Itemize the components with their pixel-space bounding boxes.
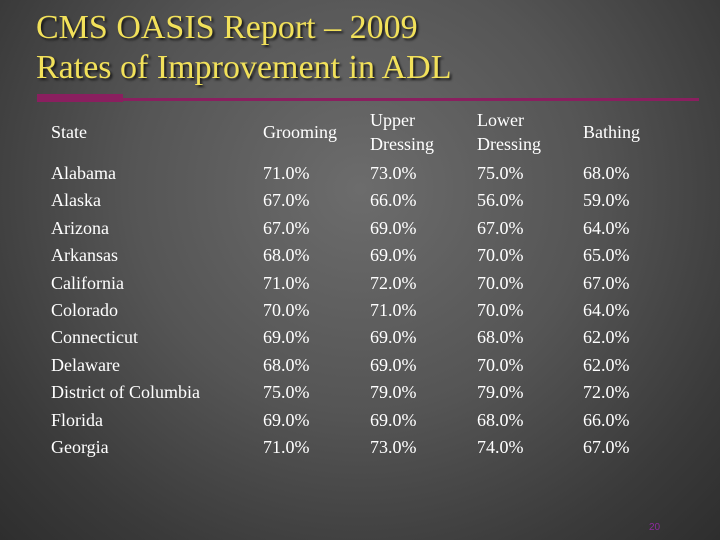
cell-lower-dressing: 67.0% — [477, 217, 524, 238]
table-row: Arizona 67.0% 69.0% 67.0% 64.0% — [46, 215, 668, 242]
cell-state: Connecticut — [51, 327, 138, 348]
cell-upper-dressing: 69.0% — [370, 245, 417, 266]
cell-upper-dressing: 69.0% — [370, 409, 417, 430]
cell-bathing: 62.0% — [583, 327, 630, 348]
cell-bathing: 67.0% — [583, 437, 630, 458]
cell-grooming: 71.0% — [263, 163, 310, 183]
table-row: Connecticut 69.0% 69.0% 68.0% 62.0% — [46, 324, 668, 351]
cell-state: Alabama — [51, 163, 116, 183]
cell-bathing: 62.0% — [583, 354, 630, 375]
cell-lower-dressing: 74.0% — [477, 437, 524, 458]
table-row: Colorado 70.0% 71.0% 70.0% 64.0% — [46, 297, 668, 324]
cell-grooming: 70.0% — [263, 300, 310, 321]
table-row: Arkansas 68.0% 69.0% 70.0% 65.0% — [46, 242, 668, 269]
header-upper-dressing: Upper Dressing — [370, 110, 434, 154]
cell-upper-dressing: 69.0% — [370, 327, 417, 348]
header-bathing: Bathing — [583, 122, 640, 142]
cell-lower-dressing: 79.0% — [477, 382, 524, 403]
table-header-row: State Grooming Upper Dressing Lower Dres… — [46, 106, 668, 158]
cell-bathing: 72.0% — [583, 382, 630, 403]
cell-grooming: 68.0% — [263, 245, 310, 266]
cell-state: Delaware — [51, 354, 120, 375]
table-row: Delaware 68.0% 69.0% 70.0% 62.0% — [46, 352, 668, 379]
cell-state: Georgia — [51, 437, 109, 458]
cell-lower-dressing: 75.0% — [477, 163, 524, 183]
cell-bathing: 67.0% — [583, 272, 630, 293]
table-row: California 71.0% 72.0% 70.0% 67.0% — [46, 270, 668, 297]
cell-bathing: 59.0% — [583, 190, 630, 211]
cell-bathing: 68.0% — [583, 163, 630, 183]
cell-grooming: 75.0% — [263, 382, 310, 403]
title-line-1: CMS OASIS Report – 2009 — [36, 9, 418, 46]
table-row: Georgia 71.0% 73.0% 74.0% 67.0% — [46, 434, 668, 461]
header-lower-dressing: Lower Dressing — [477, 110, 541, 154]
header-grooming: Grooming — [263, 122, 337, 142]
cell-state: Alaska — [51, 190, 101, 211]
cell-bathing: 65.0% — [583, 245, 630, 266]
cell-grooming: 69.0% — [263, 409, 310, 430]
cell-bathing: 64.0% — [583, 300, 630, 321]
cell-bathing: 64.0% — [583, 217, 630, 238]
cell-grooming: 71.0% — [263, 272, 310, 293]
page-number: 20 — [649, 522, 661, 533]
cell-state: Arkansas — [51, 245, 118, 266]
cell-upper-dressing: 73.0% — [370, 437, 417, 458]
cell-state: Colorado — [51, 300, 118, 321]
cell-upper-dressing: 79.0% — [370, 382, 417, 403]
cell-upper-dressing: 69.0% — [370, 217, 417, 238]
title-divider-bar — [37, 98, 699, 101]
cell-grooming: 67.0% — [263, 190, 310, 211]
cell-grooming: 68.0% — [263, 354, 310, 375]
cell-lower-dressing: 70.0% — [477, 272, 524, 293]
table-row: Florida 69.0% 69.0% 68.0% 66.0% — [46, 407, 668, 434]
cell-upper-dressing: 69.0% — [370, 354, 417, 375]
cell-lower-dressing: 68.0% — [477, 409, 524, 430]
cell-lower-dressing: 70.0% — [477, 354, 524, 375]
header-state: State — [51, 122, 87, 142]
cell-lower-dressing: 70.0% — [477, 300, 524, 321]
title-divider-accent — [37, 94, 123, 102]
improvement-table: State Grooming Upper Dressing Lower Dres… — [46, 106, 668, 461]
cell-lower-dressing: 70.0% — [477, 245, 524, 266]
title-line-2: Rates of Improvement in ADL — [36, 49, 452, 86]
cell-lower-dressing: 68.0% — [477, 327, 524, 348]
cell-upper-dressing: 66.0% — [370, 190, 417, 211]
slide-title: CMS OASIS Report – 2009 Rates of Improve… — [36, 8, 696, 88]
table-row: Alaska 67.0% 66.0% 56.0% 59.0% — [46, 187, 668, 214]
cell-upper-dressing: 73.0% — [370, 163, 417, 183]
cell-state: California — [51, 272, 124, 293]
cell-grooming: 67.0% — [263, 217, 310, 238]
title-divider — [37, 94, 699, 102]
cell-bathing: 66.0% — [583, 409, 630, 430]
table-body: Alabama 71.0% 73.0% 75.0% 68.0% Alaska 6… — [46, 158, 668, 461]
cell-grooming: 71.0% — [263, 437, 310, 458]
table-row: District of Columbia 75.0% 79.0% 79.0% 7… — [46, 379, 668, 406]
cell-state: Florida — [51, 409, 103, 430]
cell-upper-dressing: 71.0% — [370, 300, 417, 321]
cell-lower-dressing: 56.0% — [477, 190, 524, 211]
cell-grooming: 69.0% — [263, 327, 310, 348]
cell-state: District of Columbia — [51, 382, 200, 403]
cell-upper-dressing: 72.0% — [370, 272, 417, 293]
cell-state: Arizona — [51, 217, 109, 238]
table-row: Alabama 71.0% 73.0% 75.0% 68.0% — [46, 158, 668, 187]
